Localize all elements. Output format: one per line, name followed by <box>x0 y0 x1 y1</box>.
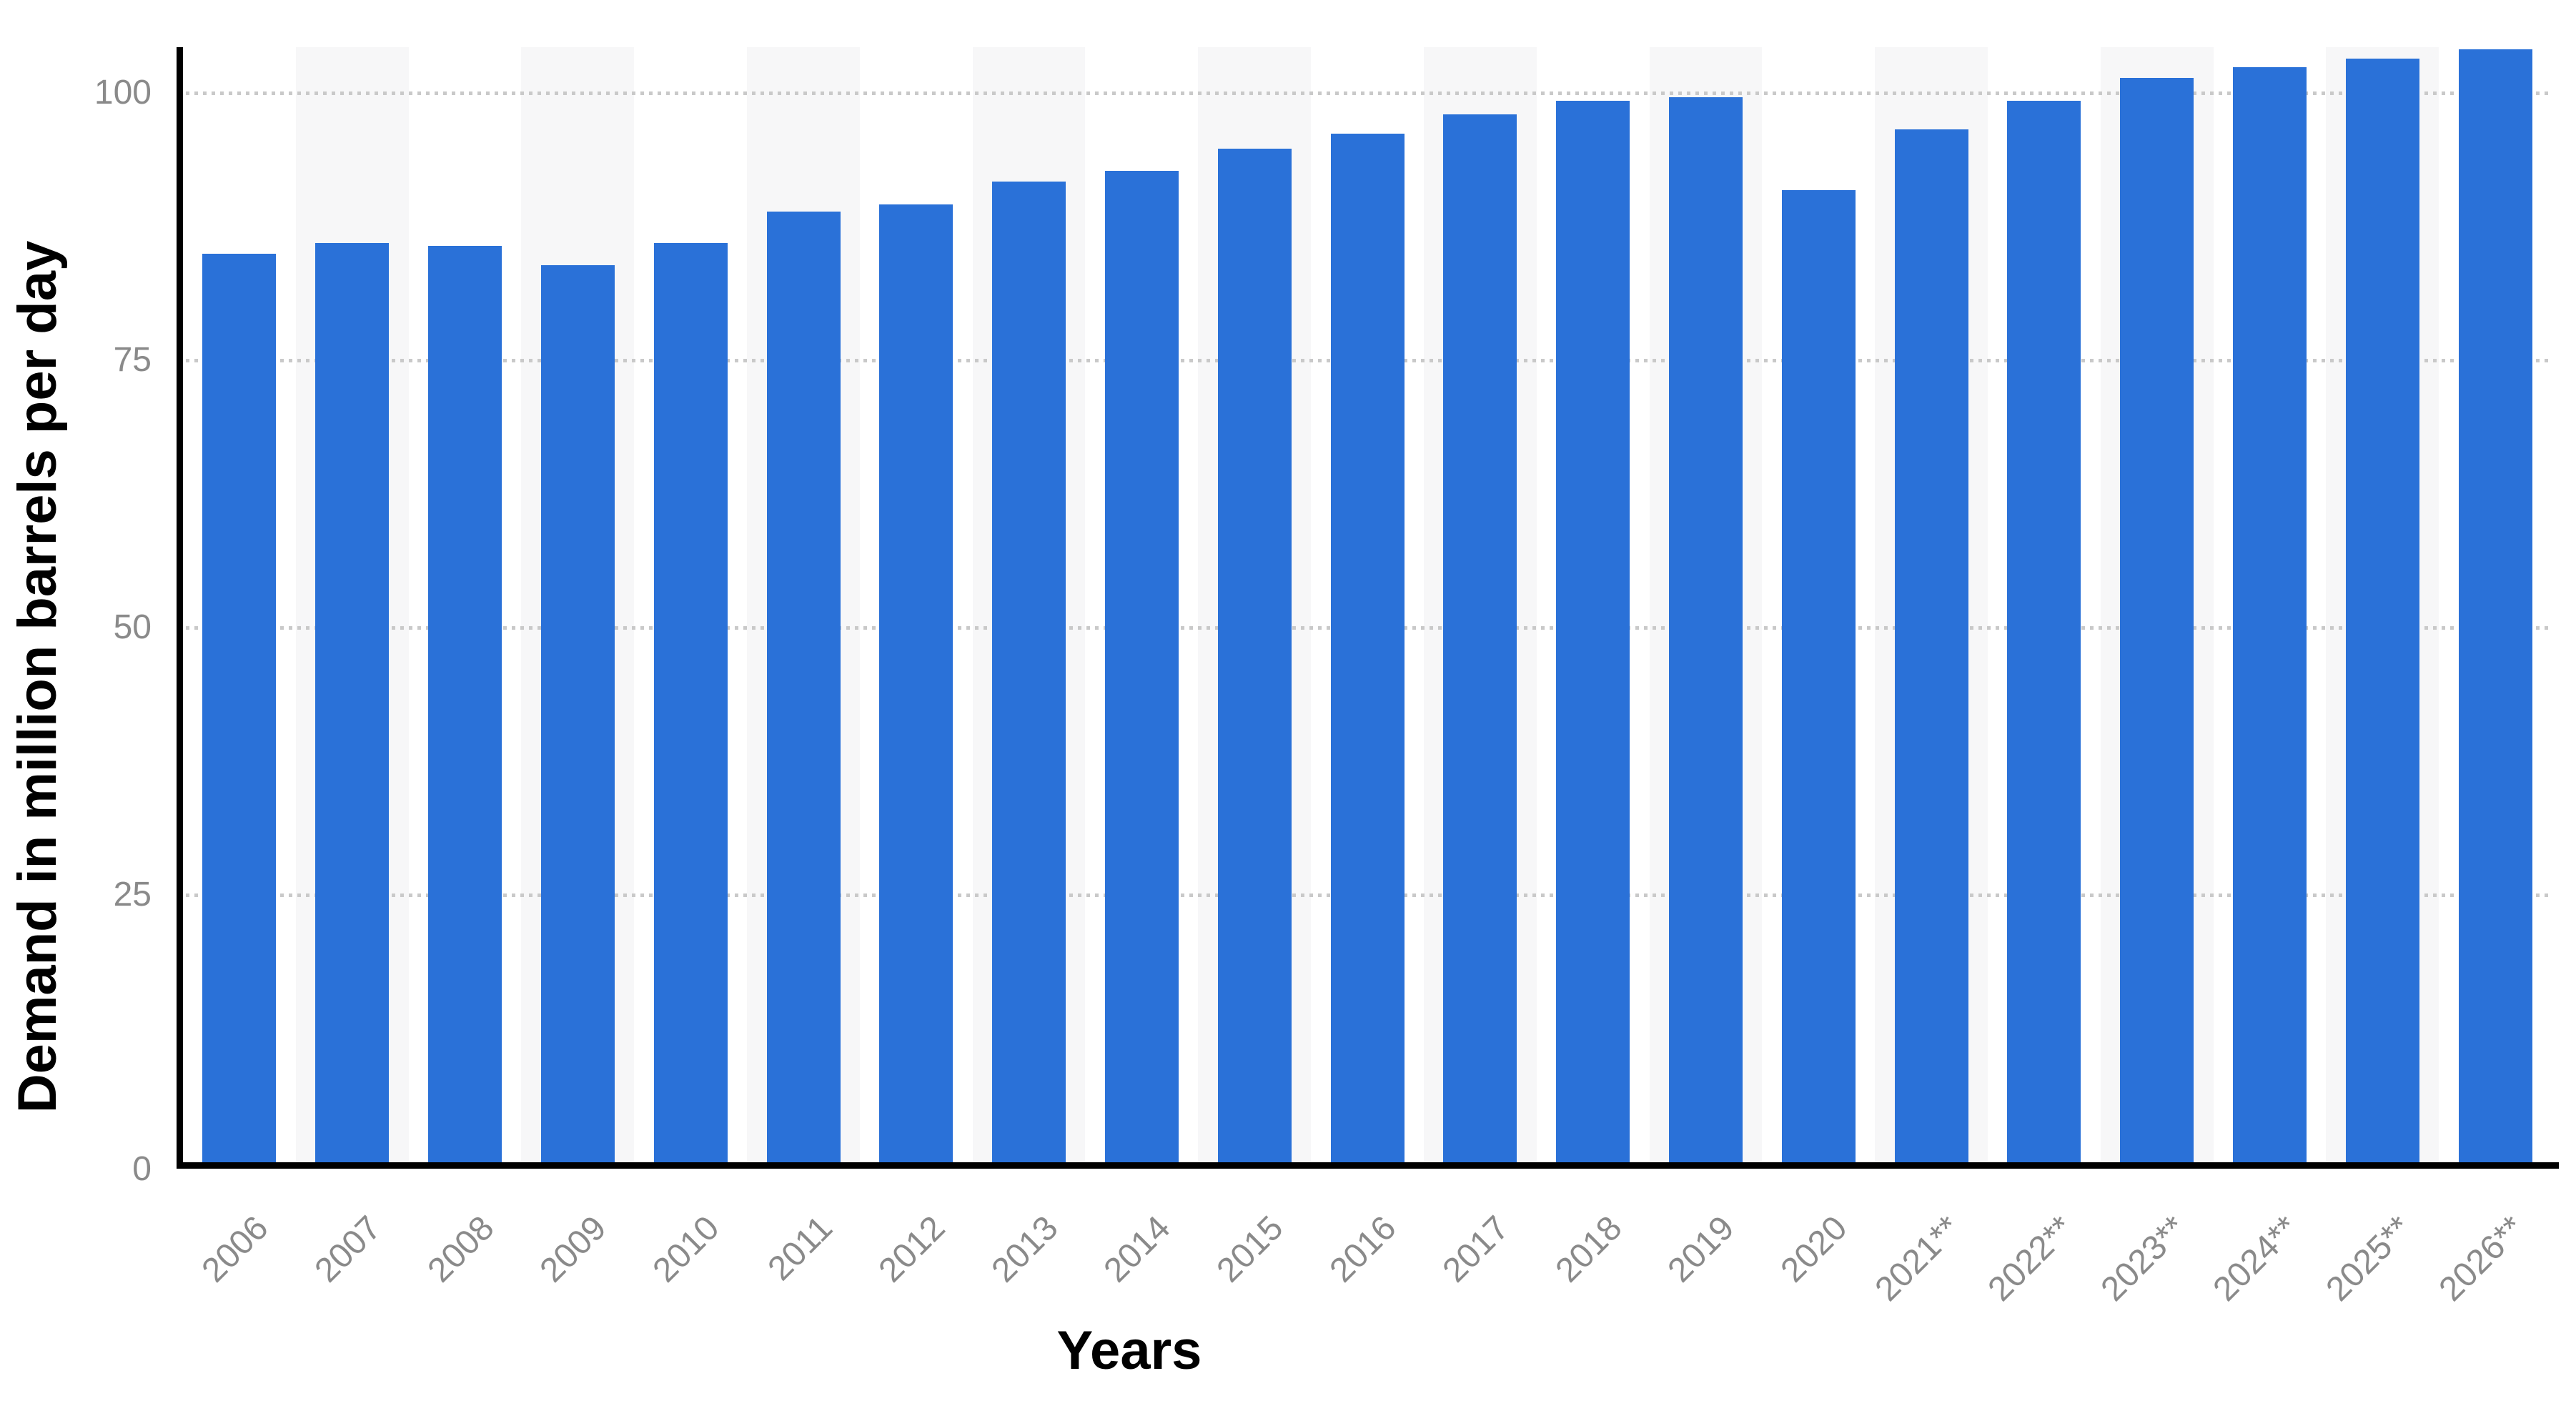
x-tick-label-2026: 2026** <box>2432 1209 2532 1309</box>
bar-2011[interactable] <box>766 212 841 1162</box>
x-tick-label-2012: 2012 <box>871 1209 953 1290</box>
x-tick-label-2020: 2020 <box>1773 1209 1855 1290</box>
bar-2022[interactable] <box>2007 101 2081 1162</box>
x-tick-label-2009: 2009 <box>532 1209 614 1290</box>
x-tick-label-2010: 2010 <box>645 1209 727 1290</box>
x-tick-label-2017: 2017 <box>1435 1209 1517 1290</box>
y-tick-label-75: 75 <box>113 341 152 379</box>
y-axis-line <box>177 47 183 1169</box>
y-tick-label-50: 50 <box>113 608 152 646</box>
bar-2007[interactable] <box>315 243 390 1162</box>
x-tick-label-2008: 2008 <box>420 1209 502 1290</box>
bar-2009[interactable] <box>540 265 615 1162</box>
x-tick-label-2025: 2025** <box>2319 1209 2419 1309</box>
bar-2008[interactable] <box>428 246 502 1162</box>
gridline-100 <box>177 91 2552 95</box>
bar-2019[interactable] <box>1668 97 1743 1162</box>
x-tick-label-2011: 2011 <box>761 1209 840 1288</box>
bar-2012[interactable] <box>879 204 953 1162</box>
x-tick-label-2021: 2021** <box>1868 1209 1968 1309</box>
bar-2023[interactable] <box>2120 78 2194 1162</box>
bar-2017[interactable] <box>1443 114 1517 1162</box>
bar-2020[interactable] <box>1781 190 1856 1162</box>
bar-2014[interactable] <box>1104 171 1179 1162</box>
x-tick-label-2016: 2016 <box>1322 1209 1404 1290</box>
bar-2006[interactable] <box>202 254 277 1162</box>
x-tick-label-2007: 2007 <box>307 1209 389 1290</box>
x-axis-title: Years <box>1056 1320 1202 1381</box>
bar-2010[interactable] <box>653 243 728 1162</box>
x-tick-label-2024: 2024** <box>2206 1209 2306 1309</box>
bar-2021[interactable] <box>1894 129 1968 1162</box>
bar-2026[interactable] <box>2458 49 2532 1162</box>
bar-2015[interactable] <box>1217 149 1292 1162</box>
y-axis-title: Demand in million barrels per day <box>7 240 68 1114</box>
bar-2018[interactable] <box>1556 101 1630 1162</box>
bar-2013[interactable] <box>992 182 1066 1162</box>
bar-2025[interactable] <box>2345 59 2419 1162</box>
bar-2024[interactable] <box>2233 67 2307 1162</box>
x-tick-label-2015: 2015 <box>1209 1209 1291 1290</box>
x-tick-label-2023: 2023** <box>2094 1209 2194 1309</box>
bar-2016[interactable] <box>1330 134 1405 1162</box>
x-tick-label-2019: 2019 <box>1660 1209 1742 1290</box>
x-tick-label-2018: 2018 <box>1548 1209 1630 1290</box>
x-tick-label-2014: 2014 <box>1096 1209 1178 1290</box>
x-tick-label-2022: 2022** <box>1981 1209 2081 1309</box>
x-tick-label-2013: 2013 <box>984 1209 1066 1290</box>
x-axis-line <box>177 1162 2559 1169</box>
x-tick-label-2006: 2006 <box>194 1209 276 1290</box>
y-tick-label-0: 0 <box>132 1150 152 1188</box>
y-tick-label-100: 100 <box>94 74 152 112</box>
y-tick-label-25: 25 <box>113 876 152 914</box>
